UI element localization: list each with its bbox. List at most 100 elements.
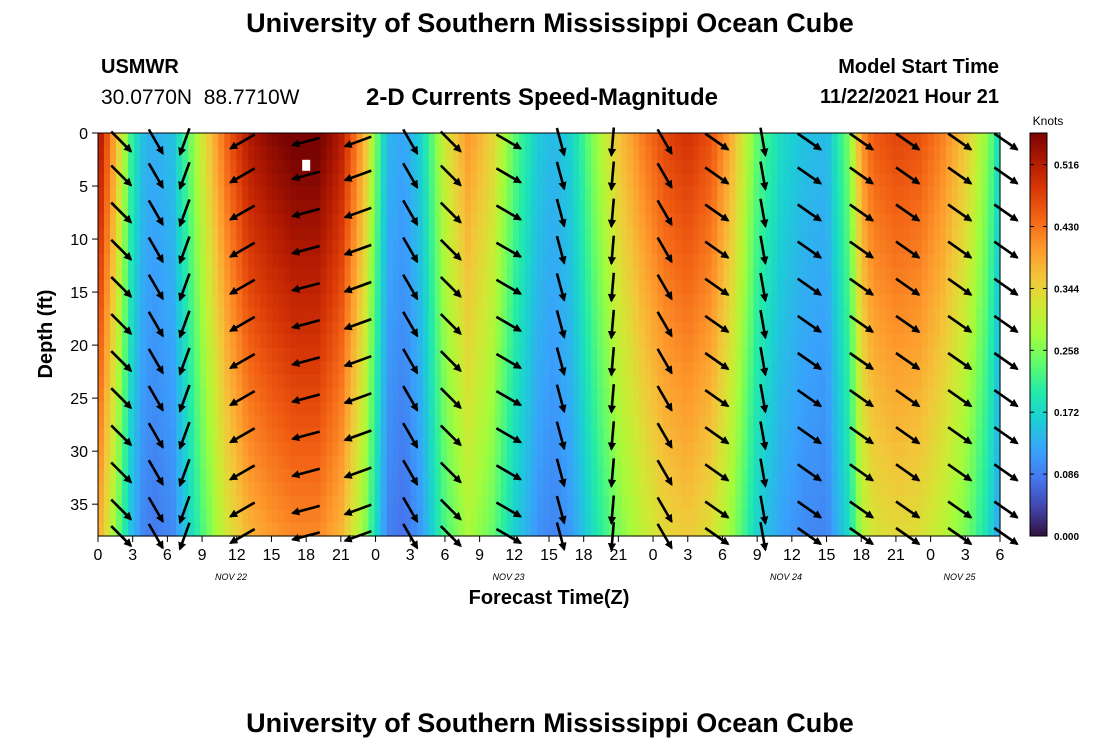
heatmap-cell (266, 200, 273, 215)
heatmap-cell (224, 213, 231, 228)
heatmap-cell (555, 334, 562, 349)
heatmap-cell (711, 361, 718, 376)
heatmap-cell (669, 441, 676, 456)
heatmap-cell (723, 133, 730, 148)
heatmap-cell (567, 347, 574, 362)
heatmap-cell (536, 307, 544, 322)
speed-heatmap (98, 133, 1001, 537)
heatmap-cell (500, 186, 508, 201)
heatmap-cell (170, 347, 177, 362)
heatmap-cell (639, 267, 646, 282)
heatmap-cell (332, 455, 340, 470)
heatmap-cell (326, 509, 334, 524)
heatmap-cell (555, 361, 562, 376)
heatmap-cell (741, 374, 749, 389)
heatmap-cell (777, 227, 785, 242)
heatmap-cell (272, 253, 279, 268)
heatmap-cell (542, 213, 550, 228)
heatmap-cell (434, 428, 442, 443)
heatmap-cell (627, 173, 634, 188)
heatmap-cell (116, 186, 123, 201)
heatmap-cell (212, 455, 219, 470)
heatmap-cell (873, 347, 881, 362)
heatmap-cell (603, 522, 610, 537)
heatmap-cell (825, 280, 833, 295)
heatmap-cell (110, 388, 117, 403)
heatmap-cell (524, 482, 532, 497)
current-arrow (495, 133, 523, 150)
heatmap-cell (206, 495, 213, 510)
heatmap-cell (675, 280, 682, 295)
heatmap-cell (621, 200, 628, 215)
heatmap-cell (374, 441, 382, 456)
heatmap-cell (747, 307, 755, 322)
heatmap-cell (645, 468, 652, 483)
heatmap-cell (693, 334, 700, 349)
heatmap-cell (542, 468, 550, 483)
heatmap-cell (723, 240, 730, 255)
heatmap-cell (326, 334, 334, 349)
heatmap-cell (194, 307, 201, 322)
heatmap-cell (278, 280, 286, 295)
heatmap-cell (933, 213, 941, 228)
heatmap-cell (795, 173, 803, 188)
heatmap-cell (975, 374, 983, 389)
heatmap-cell (152, 321, 159, 336)
current-arrow (656, 422, 673, 449)
heatmap-cell (452, 280, 460, 295)
heatmap-cell (843, 133, 851, 148)
heatmap-cell (687, 361, 694, 376)
heatmap-cell (206, 522, 213, 537)
heatmap-cell (164, 213, 171, 228)
heatmap-cell (422, 388, 430, 403)
heatmap-cell (579, 361, 586, 376)
heatmap-cell (272, 200, 279, 215)
heatmap-cell (188, 468, 195, 483)
heatmap-cell (705, 159, 712, 174)
heatmap-cell (188, 347, 195, 362)
heatmap-cell (230, 374, 237, 389)
heatmap-cell (290, 186, 298, 201)
heatmap-cell (933, 159, 941, 174)
heatmap-cell (921, 388, 929, 403)
heatmap-cell (404, 294, 412, 309)
heatmap-cell (987, 253, 995, 268)
heatmap-cell (681, 307, 688, 322)
current-arrow (555, 161, 567, 191)
heatmap-cell (338, 294, 346, 309)
heatmap-cell (603, 388, 610, 403)
heatmap-cell (777, 361, 785, 376)
heatmap-cell (236, 455, 243, 470)
heatmap-cell (446, 347, 454, 362)
heatmap-cell (488, 428, 496, 443)
heatmap-cell (633, 240, 640, 255)
heatmap-cell (242, 294, 249, 309)
heatmap-cell (855, 495, 863, 510)
heatmap-cell (266, 415, 273, 430)
heatmap-cell (122, 267, 129, 282)
heatmap-cell (657, 133, 664, 148)
current-arrow (993, 389, 1019, 408)
heatmap-cell (741, 253, 749, 268)
heatmap-cell (903, 227, 911, 242)
current-arrow (759, 495, 769, 525)
heatmap-cell (939, 401, 947, 416)
heatmap-cell (146, 227, 153, 242)
heatmap-cell (482, 441, 490, 456)
heatmap-cell (975, 495, 983, 510)
heatmap-cell (585, 509, 592, 524)
x-tick-label: 12 (783, 547, 801, 564)
heatmap-cell (98, 495, 105, 510)
heatmap-cell (675, 401, 682, 416)
heatmap-cell (194, 428, 201, 443)
heatmap-cell (933, 495, 941, 510)
heatmap-cell (705, 455, 712, 470)
heatmap-cell (681, 468, 688, 483)
heatmap-cell (621, 495, 628, 510)
heatmap-cell (711, 213, 718, 228)
heatmap-cell (470, 441, 478, 456)
heatmap-cell (266, 133, 273, 148)
heatmap-cell (921, 401, 929, 416)
heatmap-cell (867, 133, 875, 148)
heatmap-cell (855, 347, 863, 362)
